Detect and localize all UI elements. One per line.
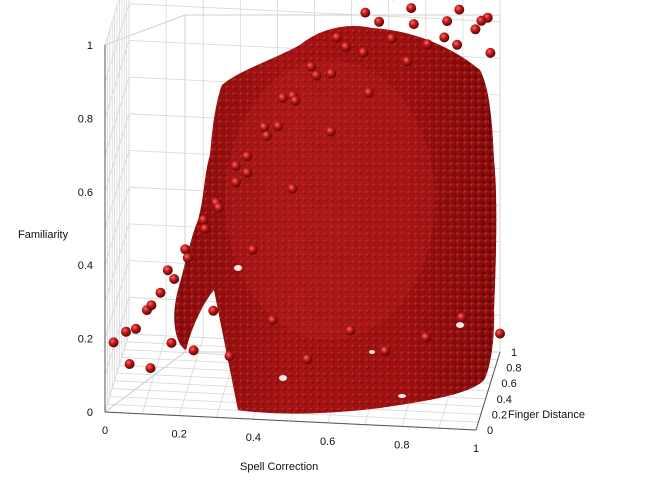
x-tick-label: 0.6 — [320, 436, 335, 448]
data-point — [169, 274, 180, 284]
y-tick-label: 0.4 — [497, 394, 512, 406]
data-point — [495, 328, 505, 339]
grid-line — [104, 3, 130, 82]
y-tick-label: 0.8 — [506, 363, 521, 375]
grid-line — [104, 113, 130, 192]
x-tick-label: 1 — [473, 443, 479, 455]
z-tick-label: 0.6 — [78, 187, 93, 199]
data-point — [402, 56, 413, 67]
data-point — [180, 244, 191, 255]
data-point — [332, 32, 342, 43]
data-point — [442, 16, 453, 27]
data-point — [259, 122, 270, 133]
data-point — [306, 61, 317, 72]
data-point — [224, 351, 235, 362]
point-cloud-texture — [174, 25, 497, 414]
grid-line — [128, 3, 501, 23]
data-point — [242, 151, 252, 162]
y-tick-label: 0.2 — [492, 409, 507, 421]
data-point — [208, 305, 219, 316]
z-tick-label: 0.8 — [78, 113, 93, 125]
gap — [456, 322, 464, 328]
data-point — [290, 95, 301, 106]
data-point — [108, 337, 119, 348]
data-point — [130, 323, 141, 334]
data-point — [121, 326, 131, 337]
grid-line — [104, 0, 120, 46]
data-point — [406, 3, 417, 14]
data-point — [476, 15, 487, 26]
data-point — [345, 325, 356, 336]
y-tick-label: 0 — [487, 425, 493, 437]
data-point — [188, 345, 199, 356]
grid-line — [104, 76, 130, 156]
z-tick-label: 1 — [87, 40, 93, 52]
data-point — [470, 24, 481, 35]
data-point — [213, 202, 224, 213]
y-axis-label: Finger Distance — [508, 409, 585, 421]
y-tick-label: 0.6 — [501, 378, 516, 390]
data-point — [363, 87, 374, 98]
data-point — [386, 33, 397, 44]
data-point — [302, 354, 313, 365]
data-point — [340, 41, 351, 52]
data-point — [277, 92, 288, 103]
x-tick-label: 0.4 — [246, 432, 261, 444]
data-point — [380, 346, 391, 356]
gap — [369, 350, 375, 354]
data-point — [247, 244, 258, 255]
data-point — [325, 126, 336, 137]
y-axis-line — [475, 351, 501, 431]
data-point — [198, 215, 209, 225]
data-point — [456, 312, 467, 323]
data-point — [439, 32, 450, 43]
data-point — [360, 7, 371, 18]
data-point — [230, 160, 241, 171]
data-point — [452, 39, 463, 50]
data-point — [261, 130, 272, 141]
data-point — [326, 68, 337, 79]
x-tick-label: 0.2 — [172, 429, 187, 441]
data-point — [166, 337, 177, 348]
data-point — [358, 47, 369, 58]
data-point — [124, 359, 135, 369]
data-point — [230, 177, 241, 188]
x-axis-label: Spell Correction — [240, 461, 318, 473]
gap — [279, 375, 287, 381]
data-point — [155, 287, 166, 298]
data-point — [408, 19, 419, 30]
x-tick-label: 0 — [102, 425, 108, 437]
data-point — [287, 183, 298, 194]
x-tick-label: 0.8 — [394, 439, 409, 451]
data-point — [267, 315, 278, 326]
point-cloud — [174, 25, 497, 414]
z-tick-label: 0 — [87, 407, 93, 419]
data-point — [311, 70, 322, 81]
data-point — [200, 223, 211, 234]
y-tick-label: 1 — [511, 347, 517, 359]
data-point — [374, 16, 385, 27]
gap — [398, 394, 406, 398]
z-axis-label: Familiarity — [18, 229, 69, 241]
data-point — [273, 121, 284, 132]
data-point — [242, 167, 253, 178]
data-point — [182, 252, 193, 263]
data-point — [162, 265, 173, 276]
data-point — [485, 47, 496, 58]
z-tick-label: 0.4 — [78, 260, 93, 272]
data-point — [420, 332, 431, 343]
data-point — [422, 39, 433, 50]
point-cloud-highlight — [225, 60, 435, 340]
data-point — [145, 363, 156, 374]
data-point — [146, 300, 157, 311]
x-axis-line — [104, 411, 477, 431]
data-point — [454, 4, 465, 15]
gap — [234, 265, 242, 271]
z-tick-label: 0.2 — [78, 334, 93, 346]
grid-line — [104, 40, 130, 119]
